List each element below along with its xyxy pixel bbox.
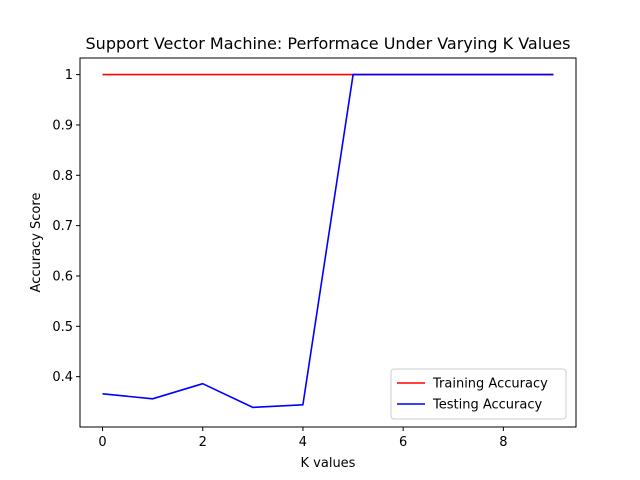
axes-frame: [79, 57, 577, 428]
y-axis: 0.4 0.5 0.6 0.7 0.8 0.9 1: [52, 68, 80, 385]
x-axis: 0 2 4 6 8: [98, 427, 507, 450]
x-tick-label: 8: [499, 435, 507, 450]
y-tick-label: 0.6: [52, 269, 73, 284]
x-tick-label: 2: [199, 435, 207, 450]
y-tick-label: 0.7: [52, 219, 73, 234]
legend: Training Accuracy Testing Accuracy: [390, 368, 567, 420]
y-tick-label: 0.9: [52, 118, 73, 133]
y-tick-label: 0.5: [52, 320, 73, 335]
y-tick-label: 0.8: [52, 169, 73, 184]
x-tick-label: 0: [98, 435, 106, 450]
x-axis-label: K values: [301, 456, 356, 471]
series-line-testing-accuracy: [102, 73, 554, 409]
legend-label: Training Accuracy: [432, 377, 548, 392]
y-tick-label: 1: [65, 68, 73, 83]
chart-title: Support Vector Machine: Performace Under…: [86, 34, 571, 53]
legend-box: [390, 368, 567, 420]
legend-label: Testing Accuracy: [432, 398, 542, 413]
plot-area: [102, 73, 554, 409]
x-tick-label: 6: [399, 435, 407, 450]
y-tick-label: 0.4: [52, 370, 73, 385]
x-tick-label: 4: [299, 435, 307, 450]
y-axis-label: Accuracy Score: [29, 193, 44, 293]
